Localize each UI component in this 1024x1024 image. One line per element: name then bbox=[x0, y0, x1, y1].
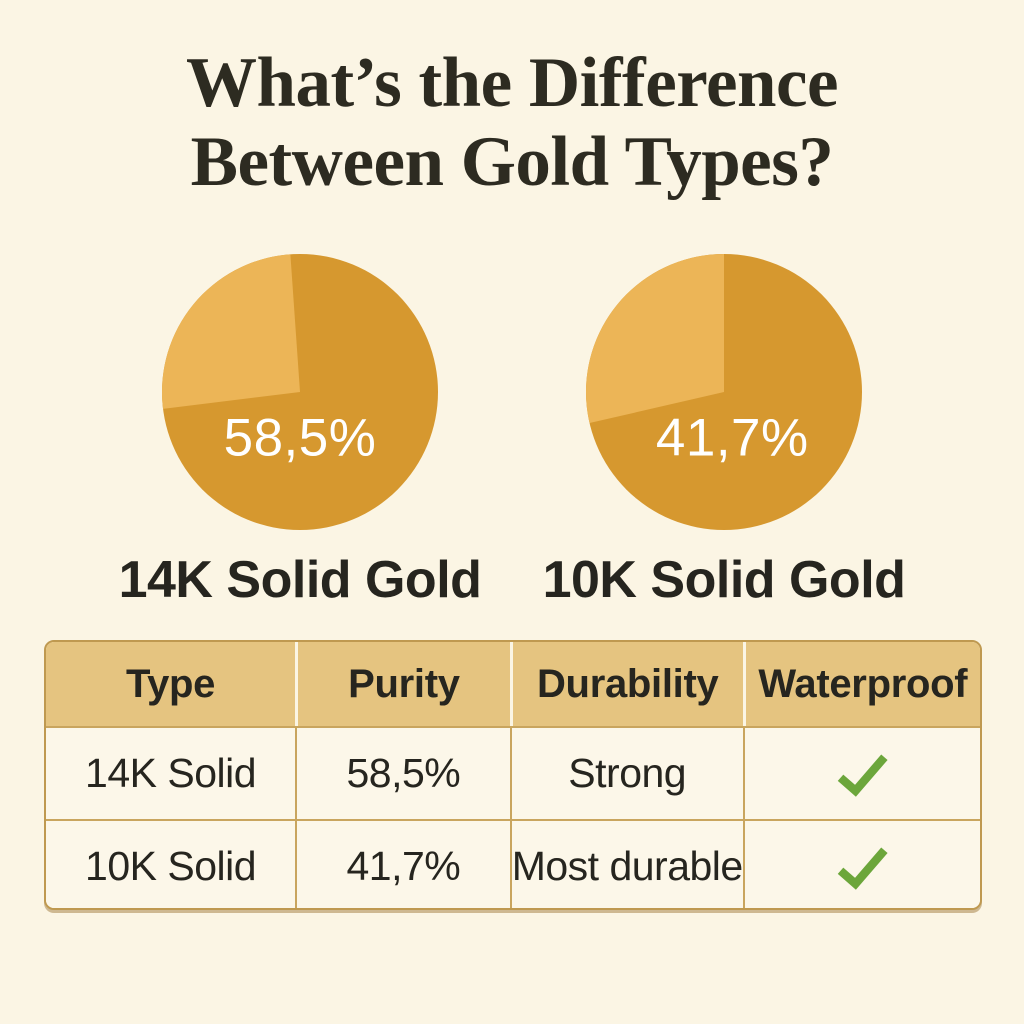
cell-waterproof-14k bbox=[742, 726, 980, 819]
check-icon bbox=[834, 751, 890, 797]
page-title-line-2: Between Gold Types? bbox=[190, 122, 834, 201]
cell-type-10k: 10K Solid bbox=[46, 819, 296, 908]
comparison-table: Type Purity Durability Waterproof 14K So… bbox=[44, 640, 982, 910]
pie-chart-10k-graphic bbox=[586, 254, 862, 530]
cell-durability-10k: Most durable bbox=[509, 819, 743, 908]
pie-chart-14k: 58,5% bbox=[162, 254, 438, 530]
pie-block-10k: 41,7% 10K Solid Gold bbox=[543, 254, 906, 610]
pie-chart-10k: 41,7% bbox=[586, 254, 862, 530]
pie-block-14k: 58,5% 14K Solid Gold bbox=[119, 254, 482, 610]
page-title-line-1: What’s the Difference bbox=[186, 44, 838, 122]
cell-purity-14k: 58,5% bbox=[295, 726, 510, 819]
pie-charts-row: 58,5% 14K Solid Gold 41,7% 10K Solid Gol… bbox=[0, 254, 1024, 610]
cell-waterproof-10k bbox=[742, 819, 980, 908]
column-header-type: Type bbox=[46, 642, 296, 726]
cell-type-14k: 14K Solid bbox=[46, 726, 296, 819]
column-header-waterproof: Waterproof bbox=[742, 642, 980, 726]
pie-chart-14k-graphic bbox=[162, 254, 438, 530]
pie-caption-14k: 14K Solid Gold bbox=[118, 551, 482, 609]
column-header-durability: Durability bbox=[509, 642, 743, 726]
cell-purity-10k: 41,7% bbox=[295, 819, 510, 908]
page-title: What’s the Difference Between Gold Types… bbox=[0, 44, 1024, 202]
cell-durability-14k: Strong bbox=[509, 726, 743, 819]
column-header-purity: Purity bbox=[295, 642, 510, 726]
pie-caption-10k: 10K Solid Gold bbox=[542, 551, 906, 609]
check-icon bbox=[834, 844, 890, 890]
pie-value-label-10k: 41,7% bbox=[655, 408, 809, 468]
pie-value-label-14k: 58,5% bbox=[223, 408, 377, 468]
